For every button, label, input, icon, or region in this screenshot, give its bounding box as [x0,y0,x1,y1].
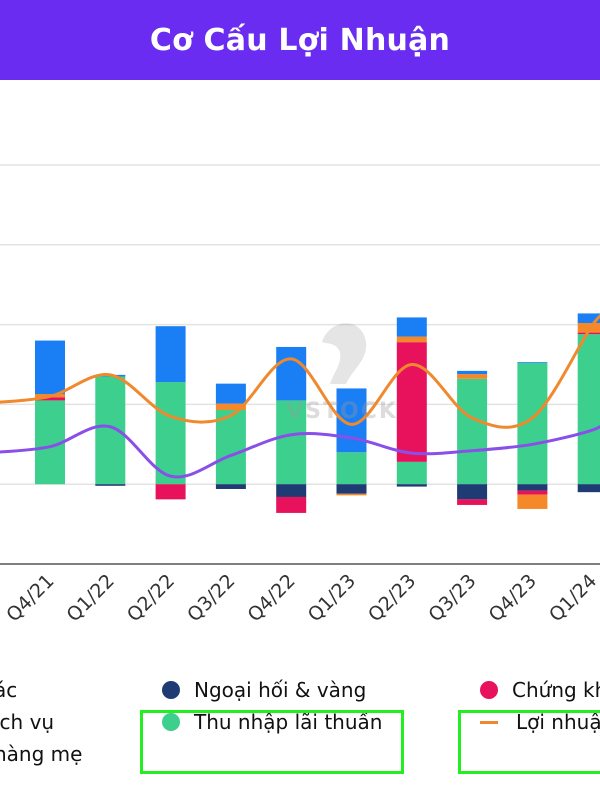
bar-segment-1-4 [215,409,246,485]
legend-label: Thu nhập lãi thuần [194,710,383,734]
x-tick-label: Q4/21 [2,570,58,626]
bar-segment-2-4 [215,484,246,489]
bar-segment-2-5 [276,484,307,497]
x-tick-label: Q1/24 [545,570,600,626]
chart-area: VSTOCK Q4/21 Q1/22 Q2/22 Q3/22 Q4/22 Q1/23 Q2/… [0,164,600,626]
bar-segment-4-6 [336,493,367,496]
legend-item: Ngoại hối & vàng [162,678,366,702]
bar-segment-5-9 [517,362,548,363]
lines [0,314,600,479]
legend-label: ác [0,678,18,702]
bar-segment-2-8 [457,484,488,500]
legend-marker [480,681,498,699]
x-tick-labels: Q4/21 Q1/22 Q2/22 Q3/22 Q4/22 Q1/23 Q2/23 Q3/23… [2,570,600,626]
chart-title: Cơ Cấu Lợi Nhuận [149,22,451,58]
bar-segment-4-8 [457,374,488,379]
bar-segment-2-2 [95,484,126,486]
legend-label: Ngoại hối & vàng [194,678,367,702]
x-tick-label: Q1/22 [63,570,119,626]
legend-marker [162,681,180,699]
legend-label: Lợi nhuận [516,710,600,734]
x-tick-label: Q4/23 [485,570,541,626]
legend-label: ịch vụ [0,710,55,734]
x-tick-label: Q2/22 [123,570,179,626]
bar-segment-2-9 [517,484,548,491]
legend-item: Thu nhập lãi thuần [162,710,382,734]
bar-segment-5-4 [215,383,246,404]
x-tick-label: Q3/23 [424,570,480,626]
series-line-1 [0,314,600,429]
bar-segment-3-9 [517,490,548,495]
legend-item: hàng mẹ [0,742,82,766]
bar-segment-2-7 [396,484,427,487]
bar-segment-3-1 [35,397,65,401]
bar-segment-1-5 [276,400,307,485]
legend-marker [162,713,180,731]
bar-segment-1-10 [577,334,600,485]
legend-highlight-box [140,710,404,774]
bar-segment-5-3 [155,326,186,383]
title-bar: Cơ Cấu Lợi Nhuận [0,0,600,80]
bar-segment-3-3 [155,484,186,500]
legend-label: Chứng kh [512,678,600,702]
series-line-2 [0,424,600,479]
x-tick-label: Q2/23 [364,570,420,626]
bar-segment-5-8 [457,370,488,375]
legend-highlight-box [458,710,600,774]
bar-segment-2-6 [336,484,367,494]
legend-item: ịch vụ [0,710,54,734]
x-tick-label: Q3/22 [183,570,239,626]
legend-label: hàng mẹ [0,742,83,766]
bar-segment-4-7 [396,336,427,343]
watermark-logo-icon [322,323,367,384]
bar-segment-5-7 [396,317,427,337]
bar-segment-3-5 [276,496,307,513]
bar-segment-2-10 [577,484,600,493]
bar-segment-5-10 [577,313,600,324]
bar-segment-1-8 [457,378,488,485]
bar-segment-3-8 [457,499,488,505]
bar-segment-5-5 [276,346,307,401]
bar-segment-1-6 [336,452,367,485]
legend-item: Chứng kh [480,678,600,702]
bar-segment-3-7 [396,342,427,462]
legend-marker [480,720,498,724]
legend-item: ác [0,678,17,702]
bars [35,313,600,513]
bar-segment-4-9 [517,494,548,509]
bar-segment-5-1 [35,340,65,395]
legend-item: Lợi nhuận [480,710,600,734]
bar-segment-3-10 [577,332,600,335]
bar-segment-1-7 [396,461,427,485]
bar-segment-4-4 [215,403,246,410]
bar-segment-1-3 [155,382,186,485]
x-tick-label: Q1/23 [304,570,360,626]
x-tick-label: Q4/22 [243,570,299,626]
